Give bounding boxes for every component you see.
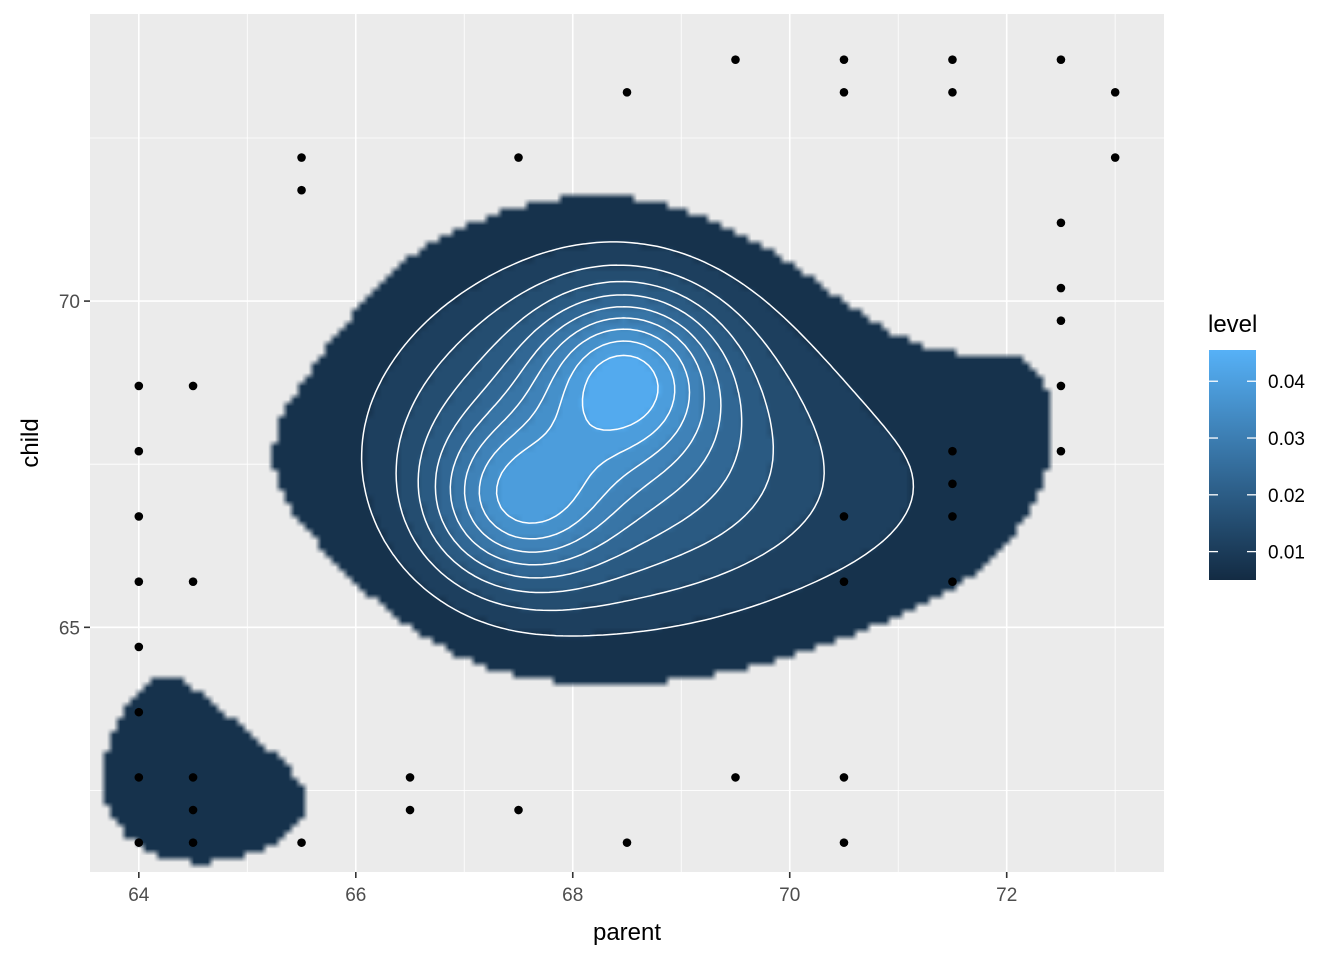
legend-label: 0.02 bbox=[1268, 486, 1305, 507]
legend-label: 0.03 bbox=[1268, 429, 1305, 450]
contour-line bbox=[417, 280, 775, 594]
data-point bbox=[1056, 218, 1066, 228]
legend-label: 0.04 bbox=[1268, 372, 1305, 393]
data-point bbox=[188, 381, 198, 391]
data-point bbox=[134, 838, 144, 847]
data-point bbox=[948, 577, 957, 586]
data-point bbox=[948, 446, 957, 456]
data-point bbox=[134, 381, 144, 391]
data-point bbox=[731, 55, 740, 64]
data-point bbox=[948, 479, 957, 489]
density-fill bbox=[90, 14, 1164, 872]
data-point bbox=[948, 55, 957, 64]
data-point bbox=[134, 577, 144, 586]
y-axis-title: child bbox=[17, 418, 44, 467]
data-point bbox=[1056, 55, 1066, 64]
data-point bbox=[1056, 316, 1066, 325]
data-point bbox=[188, 773, 198, 782]
data-point bbox=[405, 773, 415, 782]
data-point bbox=[134, 773, 144, 782]
contour-line bbox=[360, 241, 915, 637]
data-point bbox=[1056, 381, 1066, 391]
contour-line bbox=[478, 328, 691, 540]
data-point bbox=[839, 838, 849, 847]
legend-ticks: 0.01 0.02 0.03 0.04 bbox=[1209, 372, 1305, 564]
x-tick-label: 70 bbox=[779, 885, 800, 906]
data-point bbox=[188, 805, 198, 815]
y-tick-label: 70 bbox=[59, 292, 80, 313]
contour-line bbox=[495, 340, 676, 524]
data-point bbox=[514, 805, 523, 815]
data-point bbox=[622, 87, 632, 97]
data-point bbox=[134, 446, 144, 456]
density-contours bbox=[90, 14, 1164, 872]
data-point bbox=[188, 577, 198, 586]
legend-colorbar bbox=[1209, 350, 1256, 580]
data-point bbox=[622, 838, 632, 847]
x-tick-label: 68 bbox=[562, 885, 583, 906]
data-point bbox=[134, 512, 144, 521]
data-point bbox=[1056, 446, 1066, 456]
data-points bbox=[134, 55, 1120, 847]
data-point bbox=[731, 773, 740, 782]
contour-line bbox=[395, 264, 825, 612]
y-tick-label: 65 bbox=[59, 618, 80, 639]
data-point bbox=[839, 55, 849, 64]
x-tick-label: 72 bbox=[996, 885, 1017, 906]
contour-line bbox=[449, 305, 722, 566]
legend: level 0.01 0.02 0.03 0.04 bbox=[1208, 311, 1305, 580]
data-point bbox=[297, 153, 306, 162]
x-axis-title: parent bbox=[593, 919, 661, 946]
x-tick-label: 64 bbox=[128, 885, 150, 906]
data-point bbox=[1056, 283, 1066, 293]
data-point bbox=[1110, 153, 1120, 162]
data-point bbox=[839, 773, 849, 782]
data-point bbox=[514, 153, 523, 162]
axes: 64 66 68 70 72 65 70 bbox=[59, 292, 1017, 906]
data-point bbox=[839, 87, 849, 97]
data-point bbox=[134, 642, 144, 652]
data-point bbox=[948, 87, 957, 97]
contour-line bbox=[434, 294, 743, 579]
contour-line bbox=[581, 354, 659, 431]
x-tick-label: 66 bbox=[345, 885, 366, 906]
data-point bbox=[839, 512, 849, 521]
data-point bbox=[297, 838, 306, 847]
data-point bbox=[134, 707, 144, 717]
data-point bbox=[839, 577, 849, 586]
contour-line bbox=[463, 317, 706, 553]
legend-label: 0.01 bbox=[1268, 543, 1305, 564]
data-point bbox=[297, 185, 306, 195]
data-point bbox=[1110, 87, 1120, 97]
data-point bbox=[188, 838, 198, 847]
data-point bbox=[948, 512, 957, 521]
data-point bbox=[405, 805, 415, 815]
legend-title: level bbox=[1208, 311, 1257, 338]
